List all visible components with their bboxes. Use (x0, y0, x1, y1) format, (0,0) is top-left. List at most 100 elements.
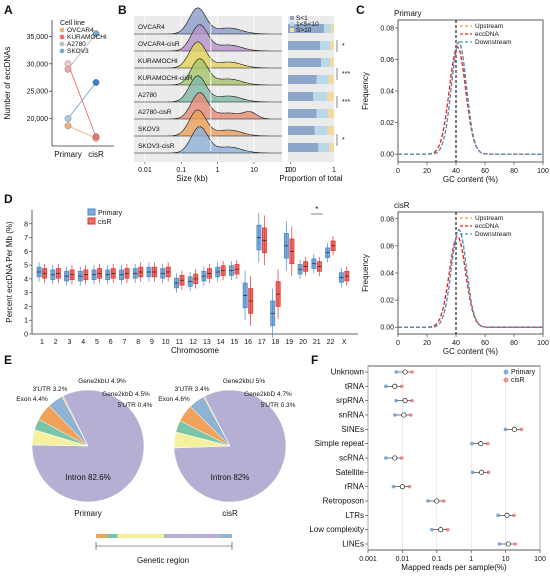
b-prop-segment (321, 58, 331, 67)
b-prop-segment (328, 109, 334, 118)
b-xtick-label: 10 (250, 167, 258, 174)
f-category-label: srpRNA (336, 396, 365, 405)
e-slice-label: 5'UTR 0.3% (261, 402, 296, 409)
a-legend-label: OVCAR4 (67, 27, 94, 34)
e-slice-label: 5'UTR 0.4% (118, 402, 153, 409)
d-ytick-label: 7 (24, 235, 28, 242)
b-prop-segment (330, 41, 334, 50)
b-prop-legend-swatch (290, 16, 294, 20)
a-ytick-label: 25,000 (27, 89, 49, 96)
panel-e-label: E (4, 353, 12, 367)
a-point-primary (64, 122, 72, 130)
f-point-cisr (410, 370, 414, 374)
panel-f: F 0.001 0.01 0.1 1 10 100 Mapped reads per sam… (309, 353, 546, 572)
c-ytick-label: 0.04 (380, 89, 394, 96)
d-legend-swatch (87, 217, 96, 225)
f-xtick-label: 0.01 (396, 556, 410, 563)
f-point-primary (394, 370, 398, 374)
b-prop-xlabel: Proportion of total (279, 174, 342, 183)
f-legend-label: cisR (511, 377, 525, 384)
a-point-cisr (92, 133, 100, 141)
c-legend-label: eccDNA (475, 223, 500, 230)
f-point-primary (384, 456, 388, 460)
c-ytick-label: 0.02 (380, 120, 394, 127)
b-sig-label: *** (342, 99, 350, 106)
b-prop-legend-label: 1<S<10 (296, 21, 319, 28)
e-slice-label: Gene2kbD 4.7% (244, 391, 292, 398)
panel-c-plot: 0.00 0.02 0.04 0.06 0.08 0 20 40 60 80 100 GC conte… (361, 9, 549, 356)
d-xtick-label: 2 (54, 339, 58, 346)
d-xtick-label: 8 (136, 339, 140, 346)
d-xtick-label: 4 (81, 339, 85, 346)
a-legend-swatch (59, 34, 65, 40)
f-mean-point (402, 369, 408, 375)
a-point-cisr (92, 79, 100, 86)
panel-d-label: D (4, 192, 13, 206)
f-mean-point (479, 469, 485, 475)
d-xtick-label: 22 (327, 339, 335, 346)
e-slice-label: Exon 4.4% (16, 396, 48, 403)
e-region-segment (221, 534, 232, 538)
e-slice-label: Exon 4.6% (158, 396, 190, 403)
panel-f-label: F (311, 353, 318, 367)
d-xtick-label: 21 (313, 339, 321, 346)
b-prop-xtick: 0 (286, 167, 290, 174)
b-prop-segment (316, 109, 329, 118)
c-frame (397, 211, 544, 335)
d-ytick-label: 1 (24, 318, 28, 325)
b-row-label: A2780 (138, 92, 157, 99)
a-ytick-label: 35,000 (27, 34, 49, 41)
d-xtick-label: 5 (95, 339, 99, 346)
d-xtick-label: X (342, 339, 347, 346)
genetic-region-label: Genetic region (137, 556, 189, 565)
d-ytick-label: 3 (24, 290, 28, 297)
b-row-label: SKOV3-cisR (138, 143, 175, 150)
b-prop-segment (328, 75, 334, 84)
f-category-label: Simple repeat (315, 439, 365, 448)
f-point-cisr (512, 513, 516, 518)
e-region-segment (117, 534, 164, 538)
b-row-label: KURAMOCHI-cisR (138, 75, 193, 82)
f-category-label: LINEs (342, 540, 364, 549)
e-slice-label: 3'UTR 3.2% (33, 386, 68, 393)
c-xtick-label: 20 (423, 340, 431, 347)
d-ylabel: Percent eccDNA Per Mb (%) (5, 221, 14, 323)
d-legend-label: Primary (98, 210, 123, 217)
f-xlabel: Mapped reads per sample(%) (401, 563, 507, 572)
b-prop-segment (323, 24, 332, 33)
f-point-primary (429, 527, 434, 532)
b-prop-segment (288, 58, 322, 67)
c-xtick-label: 100 (537, 168, 549, 175)
d-xtick-label: 19 (285, 339, 293, 346)
f-mean-point (511, 426, 517, 432)
f-point-primary (470, 441, 474, 446)
c-frame (397, 19, 544, 163)
b-prop-legend-label: S>10 (296, 27, 312, 34)
d-ytick-label: 0 (24, 332, 28, 339)
e-region-segment (164, 534, 192, 538)
c-ylabel: Frequency (361, 254, 370, 292)
d-ytick-label: 4 (24, 276, 28, 283)
c-ytick-label: 0.00 (380, 152, 394, 159)
b-row-label: KURAMOCHI (138, 58, 178, 65)
d-legend-swatch (87, 208, 96, 216)
f-point-cisr (399, 384, 404, 389)
panel-a-plot: 20,000 25,000 30,000 35,000 Primary cisR Numbe… (3, 20, 114, 159)
a-xtick-label: cisR (88, 150, 104, 159)
f-point-cisr (445, 527, 450, 532)
panel-c: C 0.00 0.02 0.04 0.06 0.08 0 20 40 60 80 100 GC con… (356, 3, 549, 356)
d-xtick-label: 3 (68, 339, 72, 346)
d-xtick-label: 11 (176, 339, 183, 346)
f-category-label: Unknown (331, 368, 364, 377)
f-mean-point (504, 512, 510, 518)
d-ytick-label: 6 (24, 249, 28, 256)
b-ridge (134, 7, 282, 35)
c-xtick-label: 0 (396, 168, 400, 175)
a-ytick-label: 20,000 (27, 116, 49, 123)
e-pie-slice (61, 395, 89, 447)
e-pie-title: Primary (74, 509, 102, 518)
b-prop-legend-swatch (290, 28, 294, 32)
e-pie-slice (31, 389, 145, 503)
panel-a: A 20,000 25,000 30,000 35,000 Primary cisR Num… (3, 3, 114, 159)
f-legend-swatch (503, 369, 509, 375)
